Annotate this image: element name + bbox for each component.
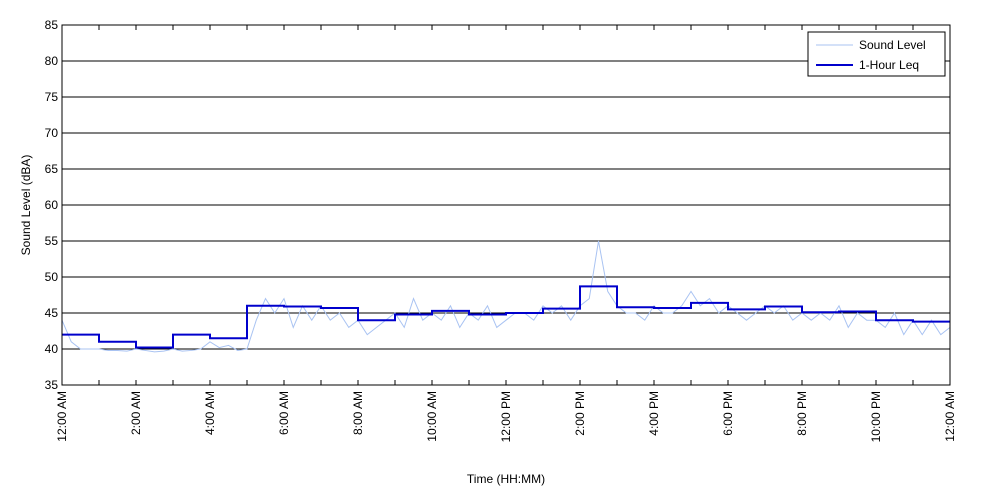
x-tick-label: 10:00 AM	[425, 391, 439, 442]
series-line-1-hour-leq	[62, 285, 950, 349]
series-layer	[61, 240, 951, 353]
y-tick-label: 45	[45, 306, 59, 320]
x-tick-label: 4:00 AM	[203, 391, 217, 435]
x-tick-label: 2:00 AM	[129, 391, 143, 435]
x-axis-label: Time (HH:MM)	[467, 472, 545, 486]
y-tick-label: 70	[45, 126, 59, 140]
y-axis-ticks: 35 40 45 50 55 60 65 70 75 80 85	[45, 18, 950, 392]
y-tick-label: 85	[45, 18, 59, 32]
y-tick-label: 60	[45, 198, 59, 212]
y-tick-label: 55	[45, 234, 59, 248]
legend-label-sound-level: Sound Level	[859, 38, 926, 52]
x-tick-label: 4:00 PM	[647, 391, 661, 436]
x-tick-label: 6:00 AM	[277, 391, 291, 435]
x-tick-label: 12:00 AM	[55, 391, 69, 442]
x-axis-ticks: 12:00 AM 2:00 AM 4:00 AM 6:00 AM 8:00 AM 10:0…	[55, 25, 957, 442]
y-tick-label: 80	[45, 54, 59, 68]
x-tick-label: 12:00 AM	[943, 391, 957, 442]
y-tick-label: 75	[45, 90, 59, 104]
legend: Sound Level 1-Hour Leq	[807, 31, 946, 77]
x-tick-label: 10:00 PM	[869, 391, 883, 442]
legend-box	[807, 31, 946, 77]
x-tick-label: 8:00 PM	[795, 391, 809, 436]
y-axis-label: Sound Level (dBA)	[19, 155, 33, 256]
x-tick-label: 8:00 AM	[351, 391, 365, 435]
x-tick-label: 12:00 PM	[499, 391, 513, 442]
y-tick-label: 35	[45, 378, 59, 392]
x-tick-label: 6:00 PM	[721, 391, 735, 436]
legend-label-1-hour-leq: 1-Hour Leq	[859, 58, 919, 72]
y-tick-label: 50	[45, 270, 59, 284]
y-tick-label: 65	[45, 162, 59, 176]
x-tick-label: 2:00 PM	[573, 391, 587, 436]
y-tick-label: 40	[45, 342, 59, 356]
